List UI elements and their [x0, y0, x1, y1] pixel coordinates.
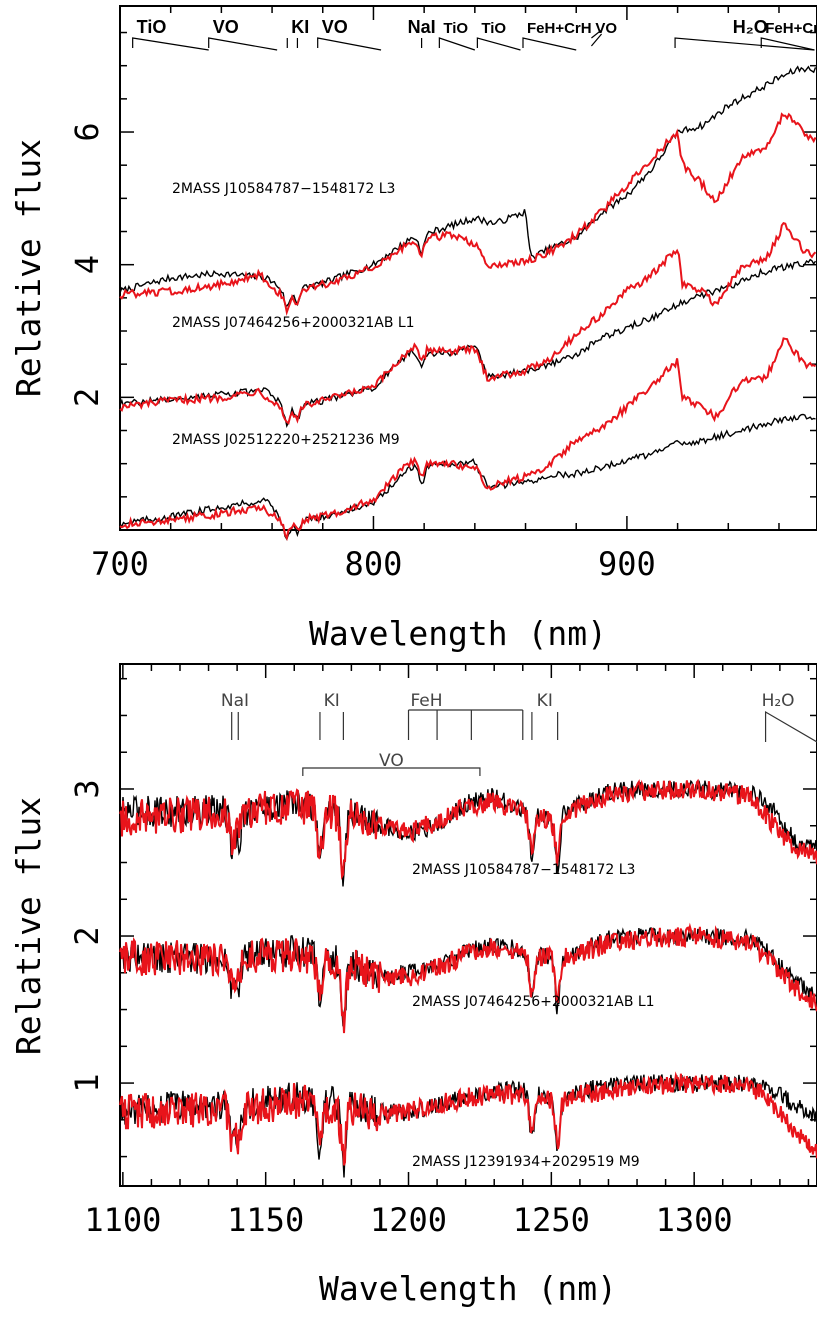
bottom-feature-markers: NaI KI FeH KI VO H₂O [221, 691, 817, 776]
feature-bandhead [317, 37, 382, 51]
feature-label: KI [537, 691, 553, 711]
spectrum-black-line [119, 65, 817, 307]
spectrum-black-line [119, 413, 816, 541]
bottom-x-axis-title: Wavelength (nm) [319, 1269, 617, 1308]
bottom-y-axis-title: Relative flux [9, 797, 48, 1055]
feature-label: TiO [481, 20, 506, 37]
feature-label: TiO [137, 17, 167, 37]
spectrum-red-line [119, 778, 817, 880]
y-tick-label: 2 [68, 926, 106, 945]
feature-label: KI [291, 17, 309, 37]
feature-label: VO [379, 751, 404, 771]
feature-bandhead [591, 29, 602, 39]
feature-label: KI [324, 691, 340, 711]
top-spectrum-labels: 2MASS J10584787−1548172 L3 2MASS J0746425… [172, 181, 415, 448]
feature-bandhead [132, 37, 209, 51]
feature-label: H₂O [762, 691, 795, 711]
feature-label: TiO [443, 20, 468, 37]
feature-label: FeH [410, 691, 442, 711]
x-tick-label: 1200 [370, 1201, 447, 1239]
feature-bandhead [522, 37, 577, 51]
x-tick-label: 1300 [656, 1201, 733, 1239]
spectrum-black-line [119, 258, 817, 429]
top-y-axis-title: Relative flux [9, 139, 48, 397]
top-plot-frame [119, 5, 817, 531]
y-tick-label: 1 [68, 1073, 106, 1092]
spectrum-label: 2MASS J10584787−1548172 L3 [172, 181, 395, 197]
x-tick-label: 900 [598, 545, 656, 583]
bottom-plot-frame [119, 663, 817, 1187]
bottom-spectrum-labels: 2MASS J10584787−1548172 L3 2MASS J0746425… [412, 862, 655, 1170]
top-axis-ticks: 700 800 900 2 4 6 [68, 6, 817, 583]
feature-bandhead [208, 37, 278, 51]
feature-label: VO [322, 17, 348, 37]
y-tick-label: 4 [68, 255, 106, 274]
spectrum-red-line [119, 337, 816, 541]
top-x-axis-title: Wavelength (nm) [309, 614, 607, 653]
x-tick-label: 1250 [513, 1201, 590, 1239]
y-tick-label: 6 [68, 122, 106, 141]
x-tick-label: 700 [91, 545, 149, 583]
x-tick-label: 800 [345, 545, 403, 583]
spectrum-label: 2MASS J07464256+2000321AB L1 [172, 315, 415, 331]
spectrum-red-line [119, 1071, 817, 1166]
feature-label: FeH+CrH [527, 20, 592, 37]
y-tick-label: 2 [68, 388, 106, 407]
feature-bandhead [438, 37, 476, 51]
spectrum-label: 2MASS J02512220+2521236 M9 [172, 432, 400, 448]
spectrum-label: 2MASS J12391934+2029519 M9 [412, 1154, 640, 1170]
feature-label: FeH+CrH [765, 20, 817, 37]
feature-label: VO [213, 17, 239, 37]
bottom-spectrum-lines [119, 778, 817, 1178]
feature-bracket [302, 767, 481, 776]
feature-bandhead [760, 37, 815, 51]
x-tick-label: 1100 [84, 1201, 161, 1239]
feature-label: NaI [221, 691, 249, 711]
y-tick-label: 3 [68, 779, 106, 798]
feature-label: VO [595, 20, 617, 37]
feature-label: H₂O [733, 17, 768, 37]
feature-bandhead [590, 33, 603, 47]
x-tick-label: 1150 [227, 1201, 304, 1239]
feature-bandhead [476, 37, 521, 51]
spectrum-red-line [119, 222, 817, 425]
spectrum-label: 2MASS J10584787−1548172 L3 [412, 862, 635, 878]
top-spectrum-lines [119, 65, 817, 541]
feature-bandhead [764, 710, 817, 743]
spectrum-red-line [119, 922, 817, 1034]
spectrum-red-line [119, 112, 817, 316]
feature-bandhead [674, 37, 815, 51]
feature-label: NaI [408, 17, 436, 37]
spectrum-label: 2MASS J07464256+2000321AB L1 [412, 994, 655, 1010]
bottom-axis-ticks: 1100 1150 1200 1250 1300 1 2 3 [68, 664, 817, 1239]
